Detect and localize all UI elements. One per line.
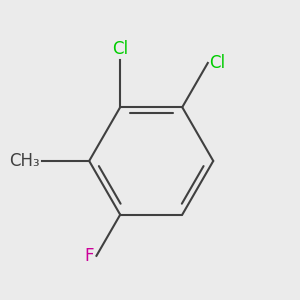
Text: Cl: Cl — [210, 54, 226, 72]
Text: Cl: Cl — [112, 40, 128, 58]
Text: F: F — [84, 247, 94, 265]
Text: CH₃: CH₃ — [9, 152, 40, 170]
